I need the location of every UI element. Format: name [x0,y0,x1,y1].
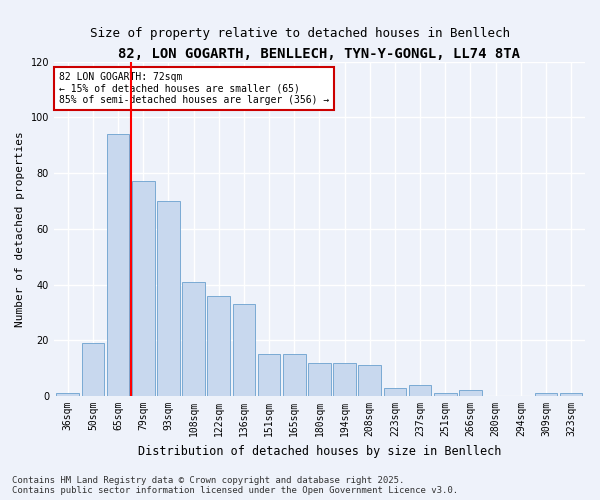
Bar [132,182,155,396]
Bar [383,388,406,396]
Text: Contains HM Land Registry data © Crown copyright and database right 2025.
Contai: Contains HM Land Registry data © Crown c… [12,476,458,495]
Bar [409,385,431,396]
Bar [535,394,557,396]
Bar [56,394,79,396]
Y-axis label: Number of detached properties: Number of detached properties [15,131,25,326]
Text: Size of property relative to detached houses in Benllech: Size of property relative to detached ho… [90,28,510,40]
Bar [233,304,255,396]
Bar [358,366,381,396]
Bar [107,134,130,396]
Bar [157,201,180,396]
Text: 82 LON GOGARTH: 72sqm
← 15% of detached houses are smaller (65)
85% of semi-deta: 82 LON GOGARTH: 72sqm ← 15% of detached … [59,72,329,104]
Bar [334,362,356,396]
Bar [459,390,482,396]
Bar [560,394,583,396]
Bar [182,282,205,396]
Bar [208,296,230,396]
Title: 82, LON GOGARTH, BENLLECH, TYN-Y-GONGL, LL74 8TA: 82, LON GOGARTH, BENLLECH, TYN-Y-GONGL, … [118,48,520,62]
X-axis label: Distribution of detached houses by size in Benllech: Distribution of detached houses by size … [138,444,501,458]
Bar [434,394,457,396]
Bar [82,343,104,396]
Bar [258,354,280,396]
Bar [283,354,305,396]
Bar [308,362,331,396]
